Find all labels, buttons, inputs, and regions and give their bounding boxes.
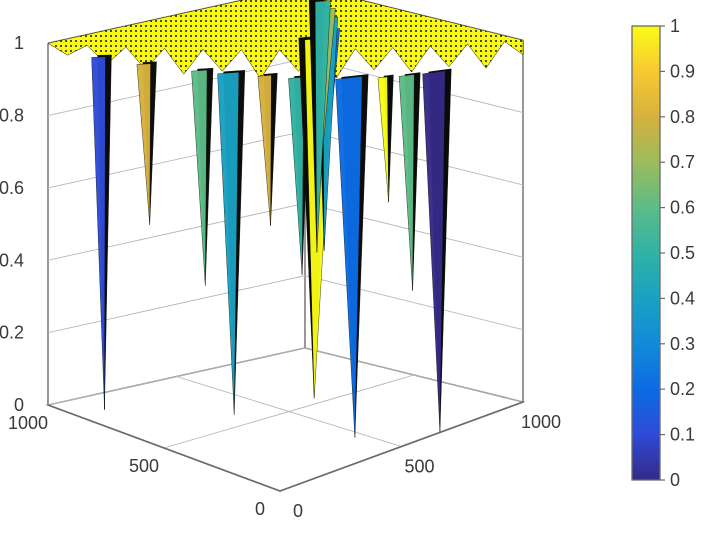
svg-text:1: 1 [670, 16, 680, 36]
svg-text:0.9: 0.9 [670, 61, 695, 81]
svg-text:500: 500 [404, 457, 434, 477]
svg-text:0.4: 0.4 [0, 250, 24, 270]
svg-text:0: 0 [670, 470, 680, 490]
svg-text:0.1: 0.1 [670, 425, 695, 445]
svg-text:0.4: 0.4 [670, 288, 695, 308]
svg-text:0.6: 0.6 [0, 178, 24, 198]
svg-text:0: 0 [14, 395, 24, 415]
svg-text:0.5: 0.5 [670, 243, 695, 263]
svg-text:0: 0 [255, 499, 265, 519]
svg-text:0: 0 [293, 501, 303, 521]
svg-text:0.8: 0.8 [0, 106, 24, 126]
surface-plot-figure: { "figure": { "type": "3d-surface", "bac… [0, 0, 708, 533]
plot-svg: 00.20.40.60.81050010000500100000.10.20.3… [0, 0, 708, 533]
svg-text:1000: 1000 [521, 412, 561, 432]
svg-text:0.6: 0.6 [670, 198, 695, 218]
axis-tick-labels: 00.20.40.60.810500100005001000 [0, 33, 561, 521]
axes-box [48, 0, 523, 491]
svg-text:1: 1 [14, 33, 24, 53]
colorbar: 0 0.1 0.2 0.3 0.4 0.5 0.6 0.7 0.8 0.9 1 [632, 16, 695, 490]
svg-text:0.2: 0.2 [0, 323, 24, 343]
svg-text:0.7: 0.7 [670, 152, 695, 172]
svg-text:0.8: 0.8 [670, 107, 695, 127]
svg-text:0.2: 0.2 [670, 379, 695, 399]
svg-text:0.3: 0.3 [670, 334, 695, 354]
svg-text:500: 500 [129, 456, 159, 476]
svg-text:1000: 1000 [8, 413, 48, 433]
surface [48, 0, 523, 79]
